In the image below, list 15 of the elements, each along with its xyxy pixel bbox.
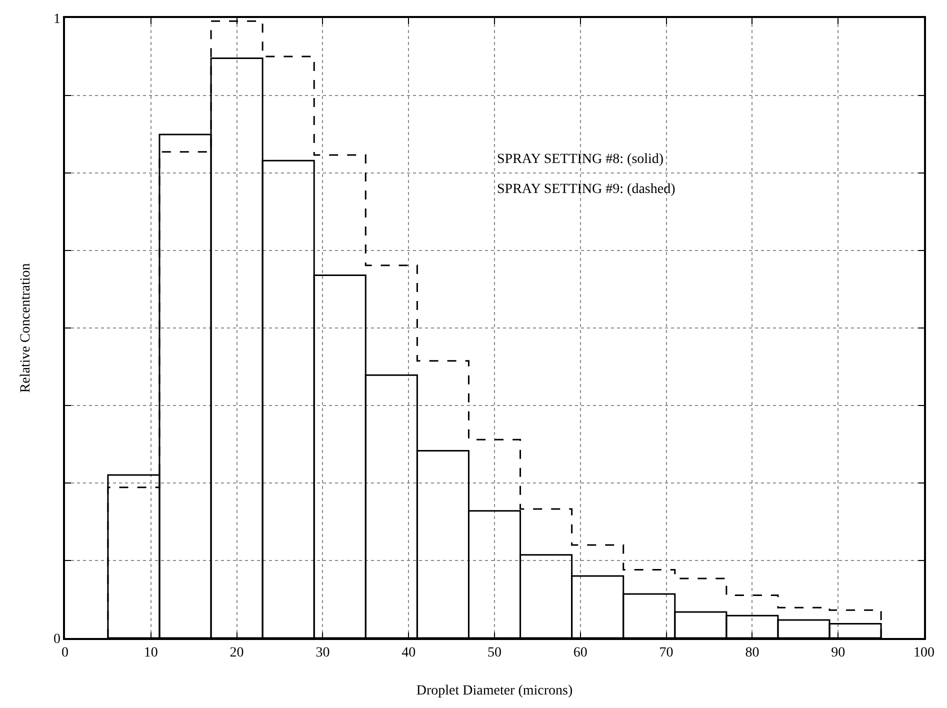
y-axis-title: Relative Concentration <box>18 263 34 393</box>
x-tick-label: 60 <box>573 646 588 661</box>
x-tick-label: 20 <box>230 646 244 661</box>
x-tick-label: 100 <box>914 646 934 661</box>
annotation: SPRAY SETTING #9: (dashed) <box>497 182 676 197</box>
x-tick-label: 80 <box>745 646 760 661</box>
x-tick-label: 40 <box>402 646 416 661</box>
x-tick-label: 30 <box>316 646 330 661</box>
x-tick-label: 50 <box>488 646 502 661</box>
y-tick-label: 1 <box>53 12 60 27</box>
x-tick-label: 90 <box>831 646 846 661</box>
x-tick-label: 70 <box>659 646 674 661</box>
x-axis-title: Droplet Diameter (microns) <box>416 683 573 698</box>
annotation: SPRAY SETTING #8: (solid) <box>497 152 664 167</box>
x-tick-label: 10 <box>144 646 158 661</box>
